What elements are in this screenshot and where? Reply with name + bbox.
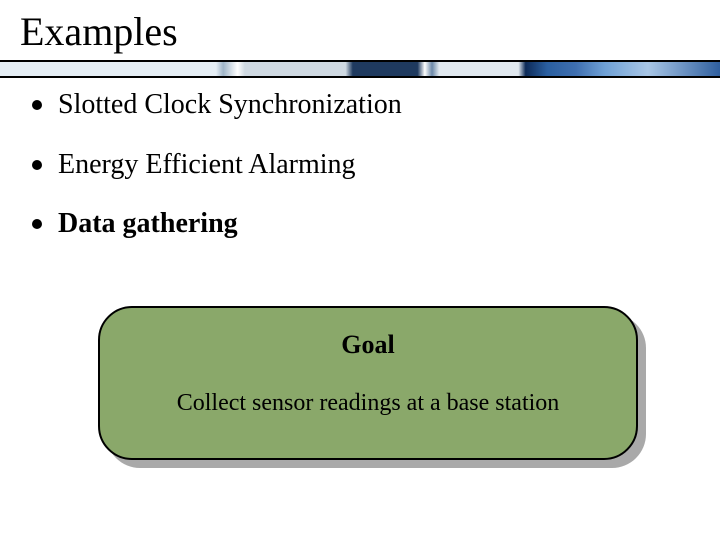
bullet-text: Slotted Clock Synchronization [58, 89, 402, 120]
slide-title: Examples [20, 8, 178, 55]
goal-label: Goal [100, 330, 636, 360]
bullet-text: Energy Efficient Alarming [58, 149, 356, 180]
bullet-item: Data gathering [28, 207, 688, 241]
bullet-item: Energy Efficient Alarming [28, 148, 688, 182]
bullet-text: Data gathering [58, 208, 238, 239]
bullet-item: Slotted Clock Synchronization [28, 88, 688, 122]
title-divider-bar [0, 60, 720, 78]
goal-body-text: Collect sensor readings at a base statio… [100, 390, 636, 417]
slide: Examples Slotted Clock Synchronization E… [0, 0, 720, 540]
bullet-list: Slotted Clock Synchronization Energy Eff… [28, 88, 688, 267]
goal-box: Goal Collect sensor readings at a base s… [98, 306, 638, 460]
